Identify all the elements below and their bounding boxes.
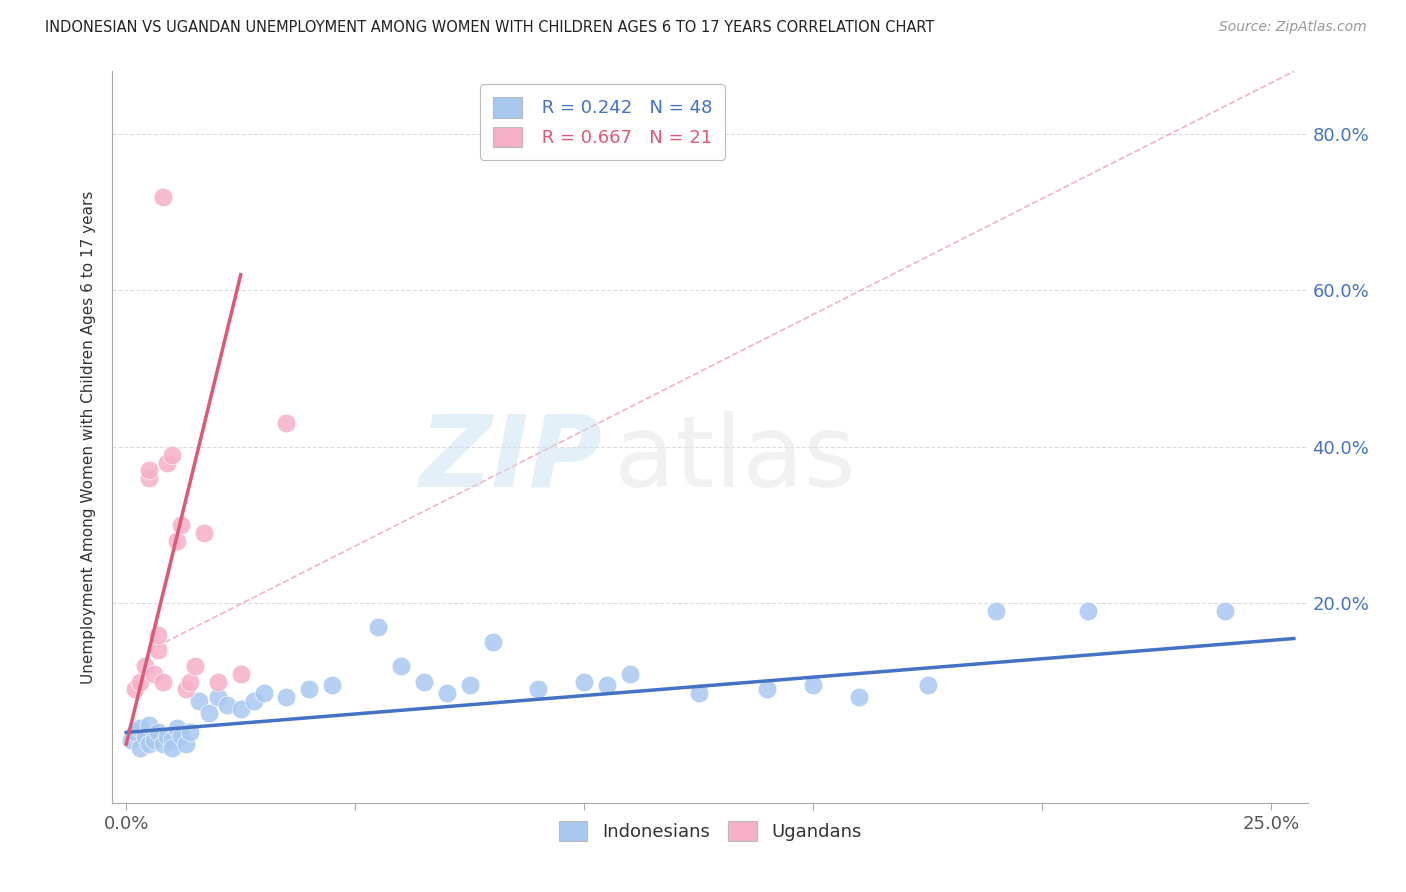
Point xyxy=(166,722,188,736)
Point xyxy=(138,737,160,751)
Point xyxy=(389,659,412,673)
Point xyxy=(160,448,183,462)
Text: atlas: atlas xyxy=(614,410,856,508)
Point xyxy=(243,694,266,708)
Point xyxy=(229,666,252,681)
Point xyxy=(596,678,619,692)
Text: ZIP: ZIP xyxy=(419,410,603,508)
Point xyxy=(170,518,193,533)
Point xyxy=(160,741,183,756)
Point xyxy=(129,741,152,756)
Point xyxy=(152,674,174,689)
Point xyxy=(124,682,146,697)
Point xyxy=(527,682,550,697)
Point xyxy=(134,659,156,673)
Point xyxy=(412,674,434,689)
Point xyxy=(120,733,142,747)
Point xyxy=(207,674,229,689)
Point xyxy=(276,690,298,705)
Point xyxy=(197,706,219,720)
Point xyxy=(142,733,165,747)
Point xyxy=(848,690,870,705)
Point xyxy=(124,725,146,739)
Point xyxy=(252,686,274,700)
Point xyxy=(207,690,229,705)
Point xyxy=(138,471,160,485)
Point xyxy=(1077,604,1099,618)
Point xyxy=(367,620,389,634)
Point xyxy=(142,666,165,681)
Point xyxy=(215,698,238,712)
Point xyxy=(138,463,160,477)
Point xyxy=(801,678,824,692)
Point xyxy=(152,189,174,203)
Point xyxy=(756,682,779,697)
Text: INDONESIAN VS UGANDAN UNEMPLOYMENT AMONG WOMEN WITH CHILDREN AGES 6 TO 17 YEARS : INDONESIAN VS UGANDAN UNEMPLOYMENT AMONG… xyxy=(45,20,935,35)
Point xyxy=(174,682,197,697)
Point xyxy=(229,702,252,716)
Point xyxy=(1213,604,1236,618)
Point xyxy=(184,659,207,673)
Point xyxy=(688,686,710,700)
Point xyxy=(276,417,298,431)
Point xyxy=(148,627,170,641)
Point xyxy=(156,456,179,470)
Point xyxy=(179,674,201,689)
Point xyxy=(986,604,1008,618)
Point xyxy=(152,737,174,751)
Point xyxy=(156,729,179,743)
Point xyxy=(166,533,188,548)
Point xyxy=(160,733,183,747)
Point xyxy=(129,722,152,736)
Point xyxy=(572,674,595,689)
Point xyxy=(138,717,160,731)
Point xyxy=(298,682,321,697)
Point xyxy=(148,725,170,739)
Point xyxy=(458,678,481,692)
Point xyxy=(148,643,170,657)
Point xyxy=(134,729,156,743)
Point xyxy=(179,725,201,739)
Point xyxy=(188,694,211,708)
Text: Source: ZipAtlas.com: Source: ZipAtlas.com xyxy=(1219,20,1367,34)
Point xyxy=(170,729,193,743)
Y-axis label: Unemployment Among Women with Children Ages 6 to 17 years: Unemployment Among Women with Children A… xyxy=(80,190,96,684)
Point xyxy=(129,674,152,689)
Point xyxy=(619,666,641,681)
Point xyxy=(174,737,197,751)
Point xyxy=(193,525,215,540)
Point xyxy=(917,678,939,692)
Point xyxy=(481,635,503,649)
Point xyxy=(436,686,458,700)
Legend: Indonesians, Ugandans: Indonesians, Ugandans xyxy=(551,814,869,848)
Point xyxy=(321,678,343,692)
